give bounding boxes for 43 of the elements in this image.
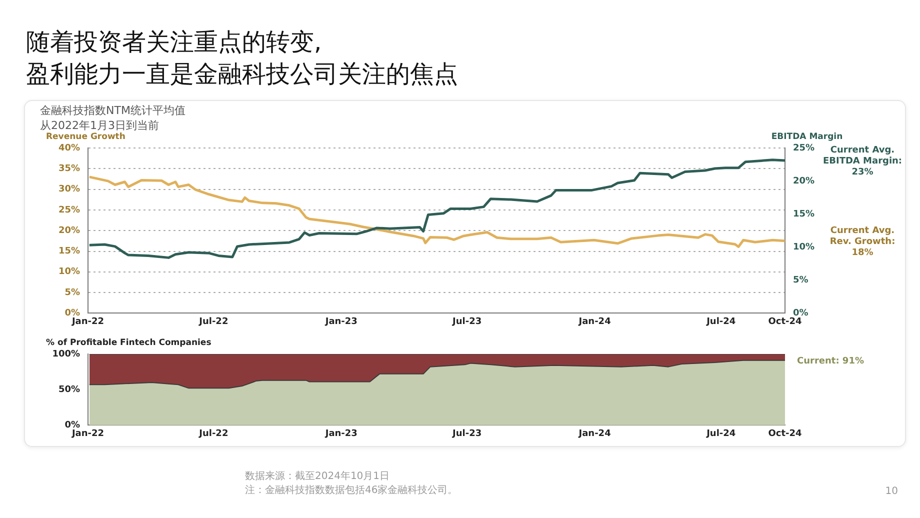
y-tick-label: 50% bbox=[58, 384, 80, 395]
y-tick-label: 5% bbox=[64, 288, 80, 298]
x-tick-label: Jul-24 bbox=[706, 428, 736, 439]
x-tick-label: Jan-23 bbox=[324, 428, 358, 439]
x-tick-label: Jan-23 bbox=[324, 316, 358, 327]
y-tick-label: 10% bbox=[58, 267, 80, 278]
y-tick-label: 40% bbox=[58, 143, 80, 154]
y-tick-label: 15% bbox=[58, 246, 80, 257]
x-tick-label: Jul-23 bbox=[451, 428, 482, 439]
x-tick-label: Jul-23 bbox=[451, 316, 482, 327]
x-tick-label: Jul-24 bbox=[706, 316, 736, 327]
y-tick-label: 100% bbox=[52, 349, 80, 360]
y2-axis-title: EBITDA Margin bbox=[771, 132, 843, 142]
x-tick-label: Jan-24 bbox=[578, 428, 611, 439]
text: Current Avg. Rev. Growth: 18% bbox=[830, 226, 896, 258]
y-tick-label: 0% bbox=[64, 308, 80, 319]
y-tick-label: 25% bbox=[58, 205, 80, 216]
x-tick-label: Oct-24 bbox=[768, 428, 802, 439]
chart-subtitle: 金融科技指数NTM统计平均值从2022年1月3日到当前 bbox=[40, 103, 186, 132]
x-tick-label: Jul-22 bbox=[198, 316, 228, 327]
y-axis-title: Revenue Growth bbox=[46, 132, 126, 142]
x-tick-label: Jan-24 bbox=[578, 316, 611, 327]
source-note: 数据来源：截至2024年10月1日 bbox=[245, 470, 391, 484]
y2-tick-label: 25% bbox=[793, 143, 815, 154]
text: 注：金融科技指数数据包括46家金融科技公司。 bbox=[245, 484, 458, 498]
annotation: Current: 91% bbox=[797, 356, 864, 366]
x-tick-label: Jan-22 bbox=[70, 316, 104, 327]
y-tick-label: 0% bbox=[64, 420, 80, 431]
y2-tick-label: 15% bbox=[793, 209, 815, 220]
text: Current Avg. EBITDA Margin: 23% bbox=[822, 146, 902, 178]
x-tick-label: Oct-24 bbox=[768, 316, 802, 327]
y-axis-title: % of Profitable Fintech Companies bbox=[46, 338, 212, 348]
text: 10 bbox=[885, 486, 898, 497]
x-tick-label: Jan-22 bbox=[70, 428, 104, 439]
y-tick-label: 30% bbox=[58, 184, 80, 195]
x-tick-label: Jul-22 bbox=[198, 428, 228, 439]
y2-tick-label: 0% bbox=[793, 308, 808, 319]
chart-title: 随着投资者关注重点的转变, 盈利能力一直是金融科技公司关注的焦点 bbox=[26, 27, 458, 90]
y2-tick-label: 20% bbox=[793, 176, 815, 186]
y2-tick-label: 5% bbox=[793, 276, 808, 286]
y-tick-label: 20% bbox=[58, 226, 80, 236]
y2-tick-label: 10% bbox=[793, 242, 815, 252]
y-tick-label: 35% bbox=[58, 164, 80, 174]
